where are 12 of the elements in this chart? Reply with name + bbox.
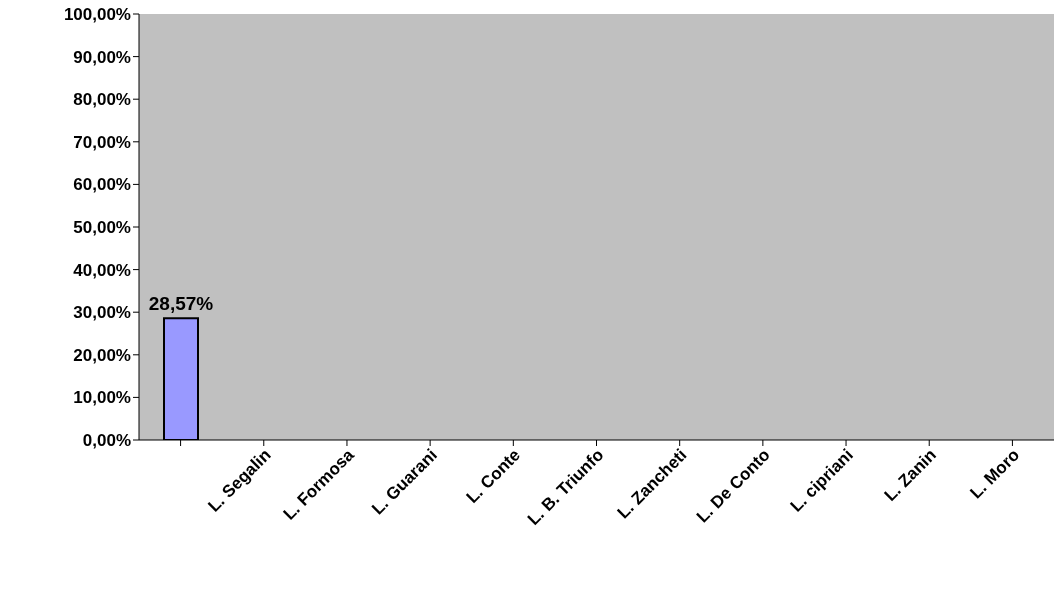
y-tick-label: 20,00% [73,345,131,365]
y-tick-label: 70,00% [73,132,131,152]
y-tick-label: 100,00% [63,5,131,25]
y-tick-label: 90,00% [73,47,131,67]
y-tick-label: 60,00% [73,175,131,195]
y-tick-label: 10,00% [73,388,131,408]
y-tick-label: 80,00% [73,90,131,110]
data-label: 28,57% [148,293,214,315]
y-tick-label: 50,00% [73,218,131,238]
y-tick-label: 0,00% [82,431,131,451]
y-tick-label: 30,00% [73,303,131,323]
y-tick-label: 40,00% [73,260,131,280]
